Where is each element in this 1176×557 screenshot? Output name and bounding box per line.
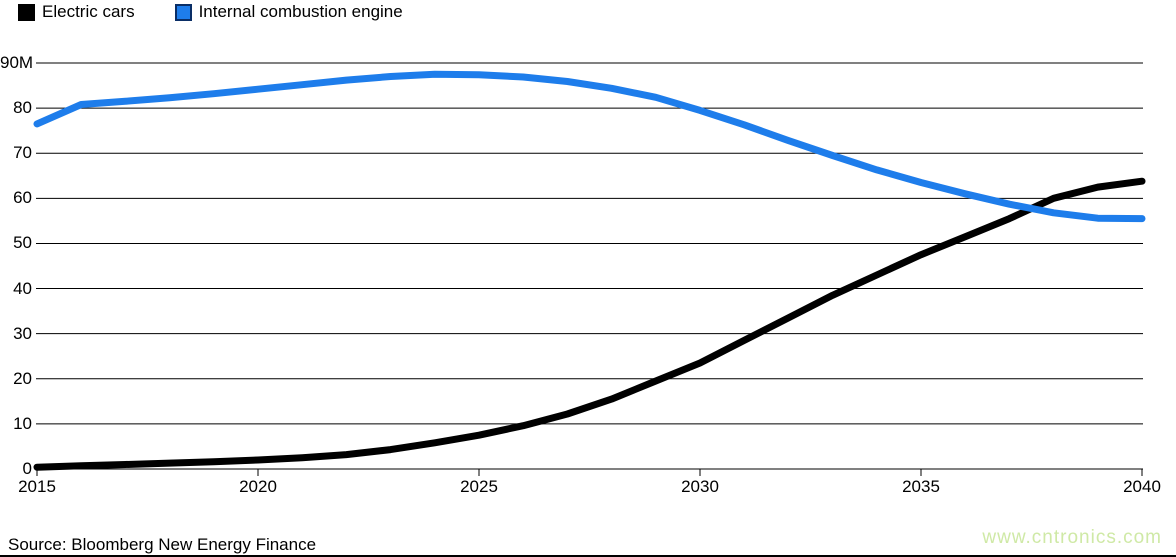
x-tick-label-2025: 2025 bbox=[460, 477, 498, 496]
x-tick-label-2040: 2040 bbox=[1123, 477, 1161, 496]
source-credit: Source: Bloomberg New Energy Finance bbox=[8, 535, 317, 554]
y-tick-label-10: 10 bbox=[13, 413, 32, 433]
x-tick-label-2015: 2015 bbox=[18, 477, 56, 496]
y-tick-label-50: 50 bbox=[13, 233, 32, 253]
watermark-text: www.cntronics.com bbox=[982, 527, 1162, 548]
y-tick-label-30: 30 bbox=[13, 323, 32, 343]
x-tick-label-2035: 2035 bbox=[902, 477, 940, 496]
chart-legend: Electric cars Internal combustion engine bbox=[18, 2, 403, 22]
legend-label-electric-cars: Electric cars bbox=[42, 2, 135, 21]
legend-item-electric-cars: Electric cars bbox=[18, 2, 135, 22]
bottom-divider bbox=[0, 555, 1176, 557]
x-tick-label-2030: 2030 bbox=[681, 477, 719, 496]
y-tick-label-40: 40 bbox=[13, 278, 32, 298]
y-tick-label-20: 20 bbox=[13, 368, 32, 388]
y-tick-label-0: 0 bbox=[22, 459, 32, 478]
electric-cars-swatch-icon bbox=[18, 3, 35, 21]
y-tick-label-60: 60 bbox=[13, 188, 32, 208]
y-tick-label-90M: 90M bbox=[0, 53, 34, 72]
legend-label-internal-combustion: Internal combustion engine bbox=[198, 2, 403, 21]
y-tick-label-80: 80 bbox=[13, 98, 32, 118]
x-tick-label-2020: 2020 bbox=[239, 477, 277, 496]
series-line-electric-cars bbox=[33, 177, 1146, 471]
series-line-internal-combustion-engine bbox=[33, 70, 1146, 223]
legend-item-internal-combustion: Internal combustion engine bbox=[174, 2, 403, 22]
internal-combustion-swatch-icon bbox=[174, 3, 192, 21]
y-tick-label-70: 70 bbox=[13, 143, 32, 163]
